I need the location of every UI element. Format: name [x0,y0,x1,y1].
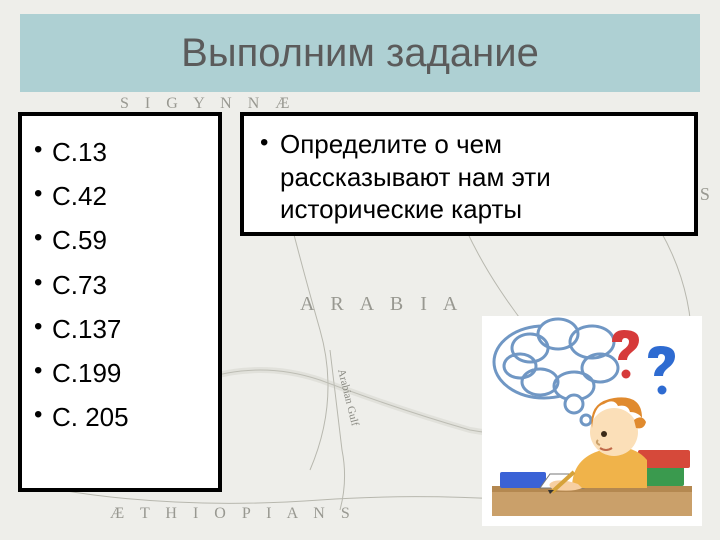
task-list: Определите о чем рассказывают нам эти ис… [278,128,678,226]
studying-boy-clipart [482,316,702,526]
list-item: С.137 [52,307,204,351]
svg-text:Æ T H I O P I A N S: Æ T H I O P I A N S [110,505,356,522]
svg-text:S I G Y N N Æ: S I G Y N N Æ [120,95,295,112]
list-item: С.73 [52,263,204,307]
question-marks-icon [612,330,675,395]
boy-icon [548,397,647,494]
list-item: С.199 [52,351,204,395]
thought-bubble-icon [494,319,618,425]
slide-title: Выполним задание [181,31,539,76]
list-item: С. 205 [52,395,204,439]
title-band: Выполним задание [20,14,700,92]
svg-text:A R A B I A: A R A B I A [300,293,463,315]
list-item: С.13 [52,130,204,174]
page-list-panel: С.13 С.42 С.59 С.73 С.137 С.199 С. 205 [18,112,222,492]
list-item: Определите о чем рассказывают нам эти ис… [278,128,678,226]
page-list: С.13 С.42 С.59 С.73 С.137 С.199 С. 205 [52,130,204,439]
list-item: С.42 [52,174,204,218]
list-item: С.59 [52,218,204,262]
task-text-panel: Определите о чем рассказывают нам эти ис… [240,112,698,236]
